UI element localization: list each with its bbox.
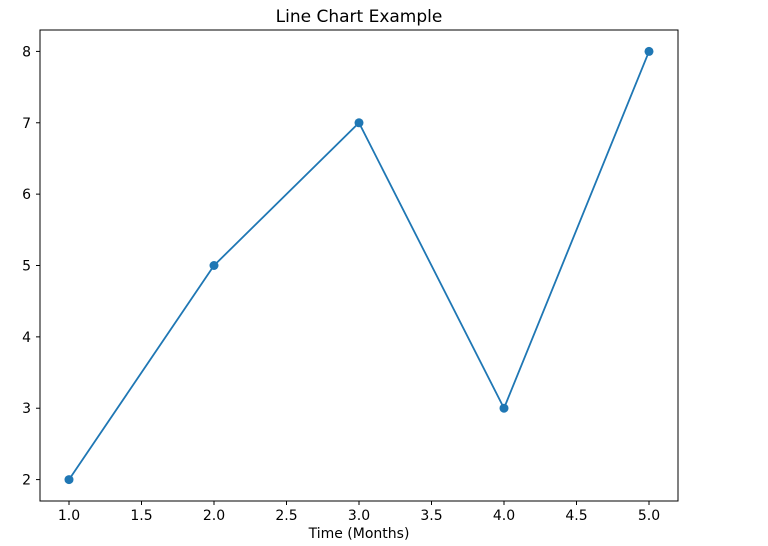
y-tick-label: 6 xyxy=(22,187,31,203)
x-tick-label: 4.0 xyxy=(493,508,515,524)
x-tick-label: 2.5 xyxy=(275,508,297,524)
plot-area xyxy=(39,29,679,502)
data-series xyxy=(64,46,654,485)
data-point-marker xyxy=(644,46,654,56)
y-tick-label: 7 xyxy=(22,116,31,132)
y-tick-label: 4 xyxy=(22,330,31,346)
x-tick-label: 3.5 xyxy=(420,508,442,524)
data-point-marker xyxy=(499,403,509,413)
y-tick-label: 8 xyxy=(22,44,31,60)
y-axis-ticks: 2 3 4 5 6 7 8 xyxy=(22,44,40,489)
x-tick-label: 1.0 xyxy=(58,508,80,524)
chart-title: Line Chart Example xyxy=(276,7,443,27)
data-point-marker xyxy=(64,475,74,485)
x-tick-label: 5.0 xyxy=(638,508,660,524)
x-tick-label: 4.5 xyxy=(565,508,587,524)
y-tick-label: 5 xyxy=(22,259,31,275)
x-axis-ticks: 1.0 1.5 2.0 2.5 3.0 3.5 4.0 4.5 5.0 xyxy=(58,501,660,524)
x-tick-label: 3.0 xyxy=(348,508,370,524)
x-tick-label: 1.5 xyxy=(130,508,152,524)
y-tick-label: 2 xyxy=(22,473,31,489)
y-tick-label: 3 xyxy=(22,401,31,417)
axes-frame xyxy=(39,29,679,502)
x-tick-label: 2.0 xyxy=(203,508,225,524)
x-axis-label: Time (Months) xyxy=(308,526,410,542)
data-point-marker xyxy=(209,261,219,270)
data-point-marker xyxy=(354,118,364,128)
